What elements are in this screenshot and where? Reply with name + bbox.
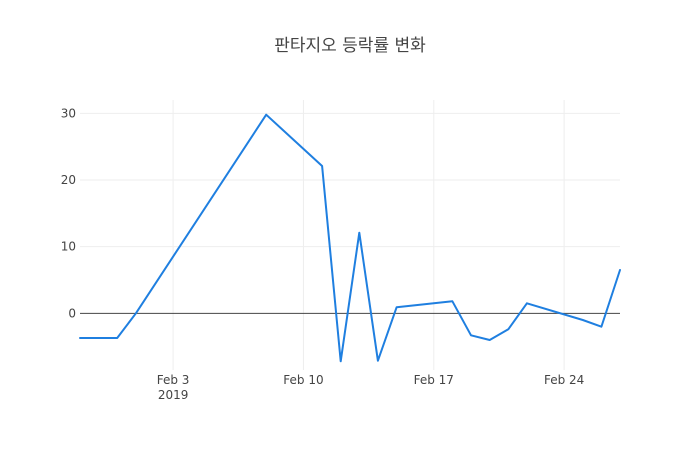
x-tick-label: Feb 24 (544, 373, 584, 387)
x-year-label: 2019 (158, 388, 189, 402)
y-tick-label: 30 (61, 106, 76, 120)
x-tick-label: Feb 10 (283, 373, 323, 387)
y-tick-label: 10 (61, 240, 76, 254)
y-tick-label: 0 (68, 306, 76, 320)
chart-title: 판타지오 등락률 변화 (274, 36, 426, 56)
x-tick-label: Feb 17 (414, 373, 454, 387)
x-tick-label: Feb 3 (157, 373, 190, 387)
series-line (79, 113, 621, 363)
y-tick-label: 20 (61, 173, 76, 187)
